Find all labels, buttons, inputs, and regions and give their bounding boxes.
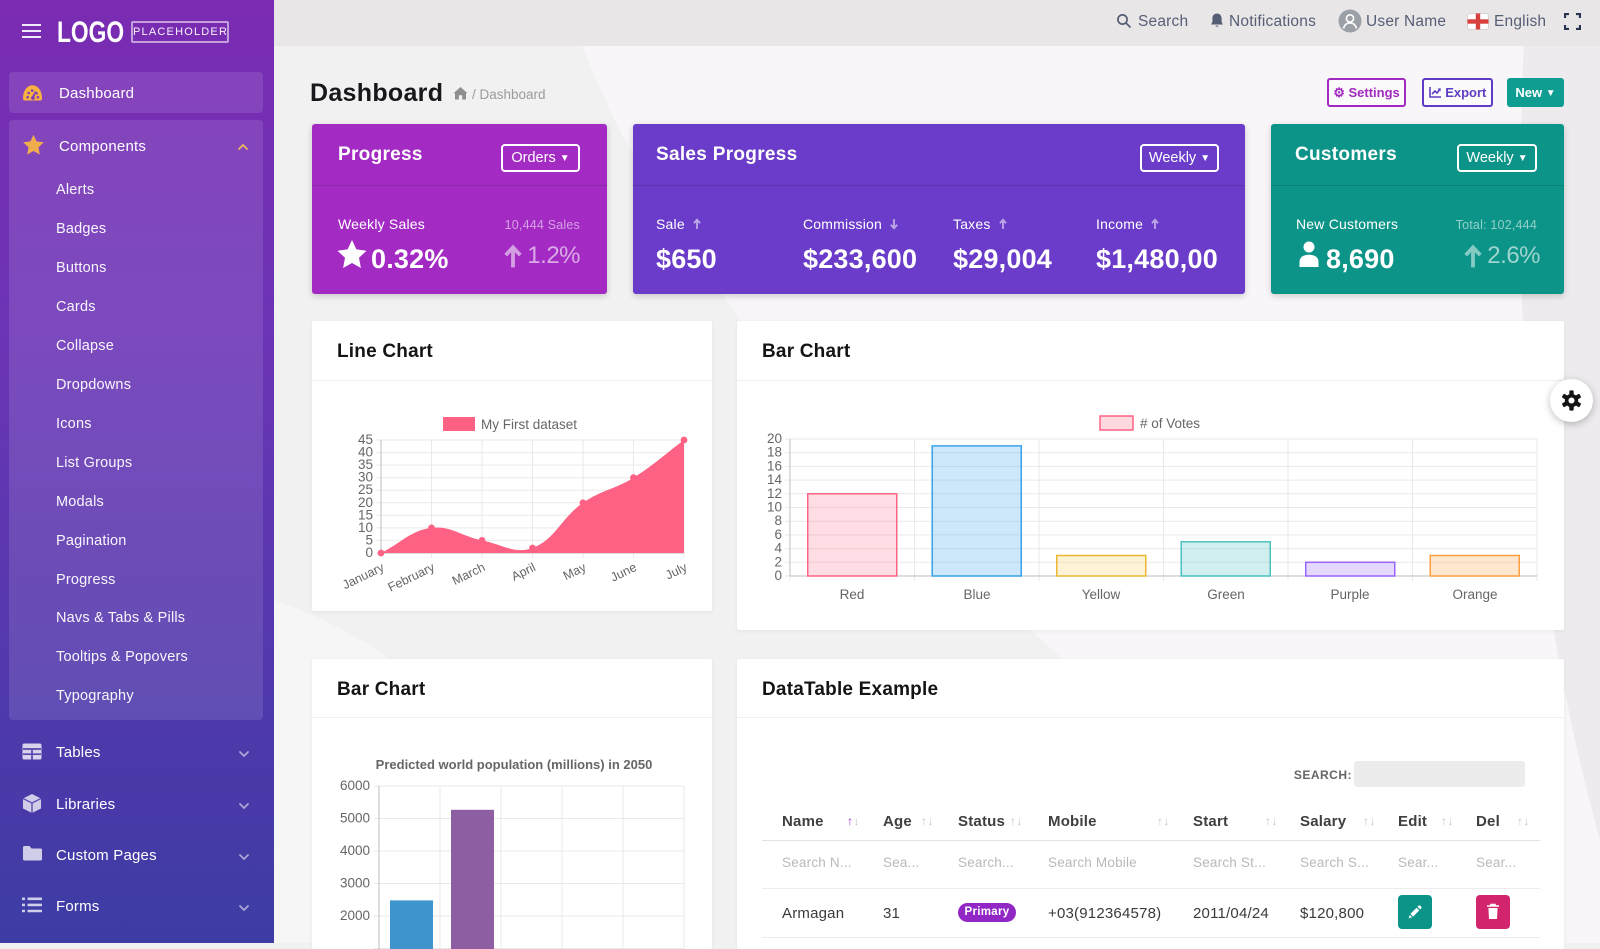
svg-text:25: 25	[358, 482, 373, 497]
svg-text:Green: Green	[1207, 587, 1245, 602]
svg-text:My First dataset: My First dataset	[481, 417, 577, 432]
svg-text:20: 20	[767, 431, 782, 446]
svg-text:6: 6	[774, 527, 782, 542]
svg-text:5000: 5000	[340, 811, 370, 826]
svg-text:3000: 3000	[340, 876, 370, 891]
svg-text:May: May	[561, 560, 589, 583]
svg-text:5: 5	[365, 532, 373, 547]
svg-text:6000: 6000	[340, 778, 370, 793]
svg-text:April: April	[509, 560, 538, 584]
svg-text:45: 45	[358, 432, 373, 447]
svg-text:10: 10	[358, 520, 373, 535]
svg-text:10: 10	[767, 500, 782, 515]
svg-text:February: February	[386, 560, 438, 595]
svg-text:4000: 4000	[340, 843, 370, 858]
svg-text:# of Votes: # of Votes	[1140, 416, 1200, 431]
svg-text:20: 20	[358, 495, 373, 510]
svg-text:2: 2	[774, 554, 782, 569]
svg-text:35: 35	[358, 457, 373, 472]
svg-text:March: March	[450, 560, 487, 588]
svg-text:12: 12	[767, 486, 782, 501]
svg-text:15: 15	[358, 507, 373, 522]
svg-text:4: 4	[774, 541, 782, 556]
svg-text:Predicted world population (mi: Predicted world population (millions) in…	[376, 757, 653, 772]
svg-text:Purple: Purple	[1330, 587, 1369, 602]
svg-text:2000: 2000	[340, 908, 370, 923]
svg-text:June: June	[608, 560, 639, 584]
svg-text:Red: Red	[840, 587, 865, 602]
svg-text:30: 30	[358, 470, 373, 485]
svg-text:0: 0	[774, 568, 782, 583]
svg-text:18: 18	[767, 445, 782, 460]
svg-text:16: 16	[767, 458, 782, 473]
svg-text:Blue: Blue	[963, 587, 990, 602]
svg-text:8: 8	[774, 513, 782, 528]
svg-text:Yellow: Yellow	[1082, 587, 1121, 602]
svg-text:40: 40	[358, 445, 373, 460]
svg-text:January: January	[340, 560, 387, 592]
svg-text:July: July	[663, 560, 690, 583]
svg-text:14: 14	[767, 472, 783, 487]
svg-text:Orange: Orange	[1452, 587, 1497, 602]
svg-text:0: 0	[365, 545, 373, 560]
